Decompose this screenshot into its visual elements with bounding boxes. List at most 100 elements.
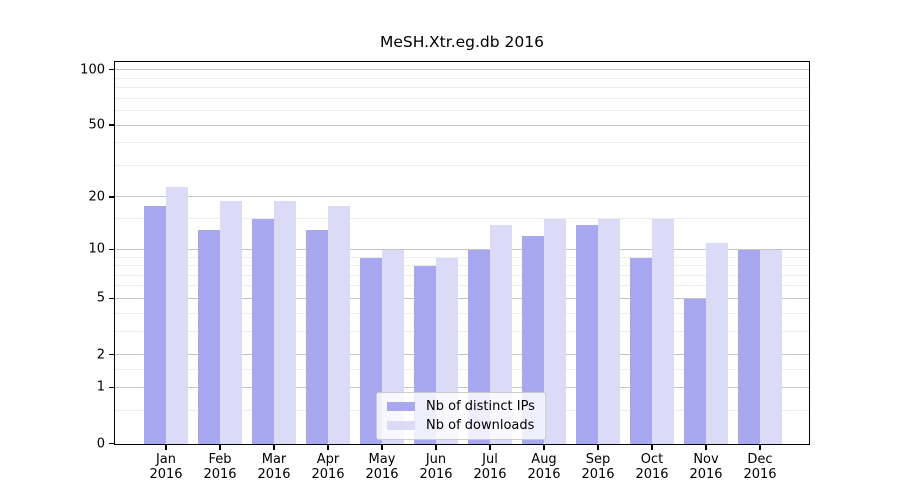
y-tick-label: 100: [80, 62, 105, 78]
y-gridline-minor: [115, 274, 809, 276]
legend-item-distinct-ips: Nb of distinct IPs: [387, 399, 535, 414]
bar-distinct-ips: [197, 230, 220, 444]
x-tick-month: Apr: [316, 452, 340, 467]
x-tick-year: 2016: [527, 467, 561, 483]
bar-distinct-ips: [143, 205, 166, 444]
bar-distinct-ips: [683, 298, 706, 444]
bar-downloads: [327, 205, 350, 444]
bar-downloads: [219, 201, 242, 444]
bar-distinct-ips: [575, 224, 598, 444]
bar-distinct-ips: [737, 249, 760, 444]
x-tick-mark: [327, 445, 329, 450]
y-tick-mark: [109, 69, 114, 71]
y-gridline-minor: [115, 368, 809, 370]
y-gridline-minor: [115, 218, 809, 220]
y-tick-label: 2: [96, 347, 105, 362]
y-gridline-minor: [115, 164, 809, 166]
x-tick-mark: [705, 445, 707, 450]
x-tick-month: Oct: [640, 452, 664, 467]
bar-downloads: [489, 224, 512, 444]
x-tick-month: Sep: [585, 452, 611, 467]
y-gridline-minor: [115, 256, 809, 258]
y-gridline-major: [115, 386, 809, 388]
bar-downloads: [705, 242, 728, 444]
y-gridline-minor: [115, 142, 809, 144]
legend-label-distinct-ips: Nb of distinct IPs: [426, 399, 535, 414]
y-tick-mark: [109, 124, 114, 126]
x-tick-mark: [219, 445, 221, 450]
y-gridline-minor: [115, 330, 809, 332]
x-tick-year: 2016: [149, 467, 183, 483]
chart-title: MeSH.Xtr.eg.db 2016: [380, 33, 544, 51]
y-gridline-major: [115, 354, 809, 355]
legend: Nb of distinct IPs Nb of downloads: [376, 392, 546, 440]
x-tick-label: Aug 2016: [527, 452, 560, 483]
x-tick-mark: [381, 445, 383, 450]
y-tick-label: 0: [96, 436, 105, 451]
x-tick-month: Dec: [747, 452, 773, 467]
bar-downloads: [597, 219, 620, 444]
y-gridline-minor: [115, 110, 809, 111]
x-tick-year: 2016: [581, 467, 615, 483]
legend-item-downloads: Nb of downloads: [387, 418, 535, 433]
legend-swatch-downloads: [387, 421, 415, 430]
x-tick-month: Jan: [155, 452, 177, 467]
bar-distinct-ips: [305, 230, 328, 444]
x-tick-month: Jun: [425, 452, 447, 467]
y-tick-label: 20: [88, 189, 105, 205]
y-tick-label: 10: [88, 241, 105, 257]
x-tick-month: Aug: [531, 452, 557, 467]
legend-swatch-distinct-ips: [387, 402, 415, 411]
y-tick-label: 50: [88, 117, 105, 133]
x-tick-label: Sep 2016: [581, 452, 614, 483]
x-tick-year: 2016: [365, 467, 399, 483]
bar-downloads: [651, 219, 674, 444]
bar-downloads: [165, 186, 188, 444]
y-gridline-minor: [115, 77, 809, 79]
y-gridline-minor: [115, 97, 809, 99]
x-tick-year: 2016: [203, 467, 237, 483]
y-gridline-minor: [115, 265, 809, 266]
y-gridline-major: [115, 297, 809, 299]
x-tick-month: May: [368, 452, 396, 467]
x-tick-mark: [165, 445, 167, 450]
x-tick-label: Mar 2016: [257, 452, 290, 483]
x-tick-mark: [273, 445, 275, 450]
x-tick-label: Dec 2016: [743, 452, 776, 483]
x-tick-mark: [489, 445, 491, 450]
x-tick-year: 2016: [257, 467, 291, 483]
x-tick-year: 2016: [419, 467, 453, 483]
y-gridline-major: [115, 248, 809, 250]
x-tick-label: Apr 2016: [311, 452, 344, 483]
x-tick-mark: [759, 445, 761, 450]
x-tick-year: 2016: [743, 467, 777, 483]
x-tick-year: 2016: [635, 467, 669, 483]
x-tick-month: Jul: [482, 452, 498, 467]
bar-downloads: [273, 201, 296, 444]
x-tick-year: 2016: [473, 467, 507, 483]
x-tick-year: 2016: [689, 467, 723, 483]
x-tick-mark: [651, 445, 653, 450]
bar-downloads: [759, 249, 782, 444]
plot-area: Nb of distinct IPs Nb of downloads: [114, 61, 810, 445]
x-tick-month: Mar: [261, 452, 287, 467]
y-gridline-major: [115, 69, 809, 71]
y-tick-mark: [109, 248, 114, 250]
y-tick-label: 5: [96, 290, 105, 306]
x-tick-label: Jan 2016: [149, 452, 182, 483]
x-tick-label: May 2016: [365, 452, 398, 483]
bar-distinct-ips: [629, 257, 652, 444]
x-tick-mark: [435, 445, 437, 450]
x-tick-label: Oct 2016: [635, 452, 668, 483]
y-tick-mark: [109, 196, 114, 198]
y-gridline-minor: [115, 87, 809, 89]
x-tick-label: Feb 2016: [203, 452, 236, 483]
legend-label-downloads: Nb of downloads: [426, 418, 535, 433]
y-tick-mark: [109, 297, 114, 299]
y-gridline-major: [115, 124, 809, 126]
x-tick-year: 2016: [311, 467, 345, 483]
x-tick-month: Nov: [693, 452, 719, 467]
y-tick-mark: [109, 386, 114, 388]
x-tick-label: Nov 2016: [689, 452, 722, 483]
y-tick-mark: [109, 442, 114, 445]
